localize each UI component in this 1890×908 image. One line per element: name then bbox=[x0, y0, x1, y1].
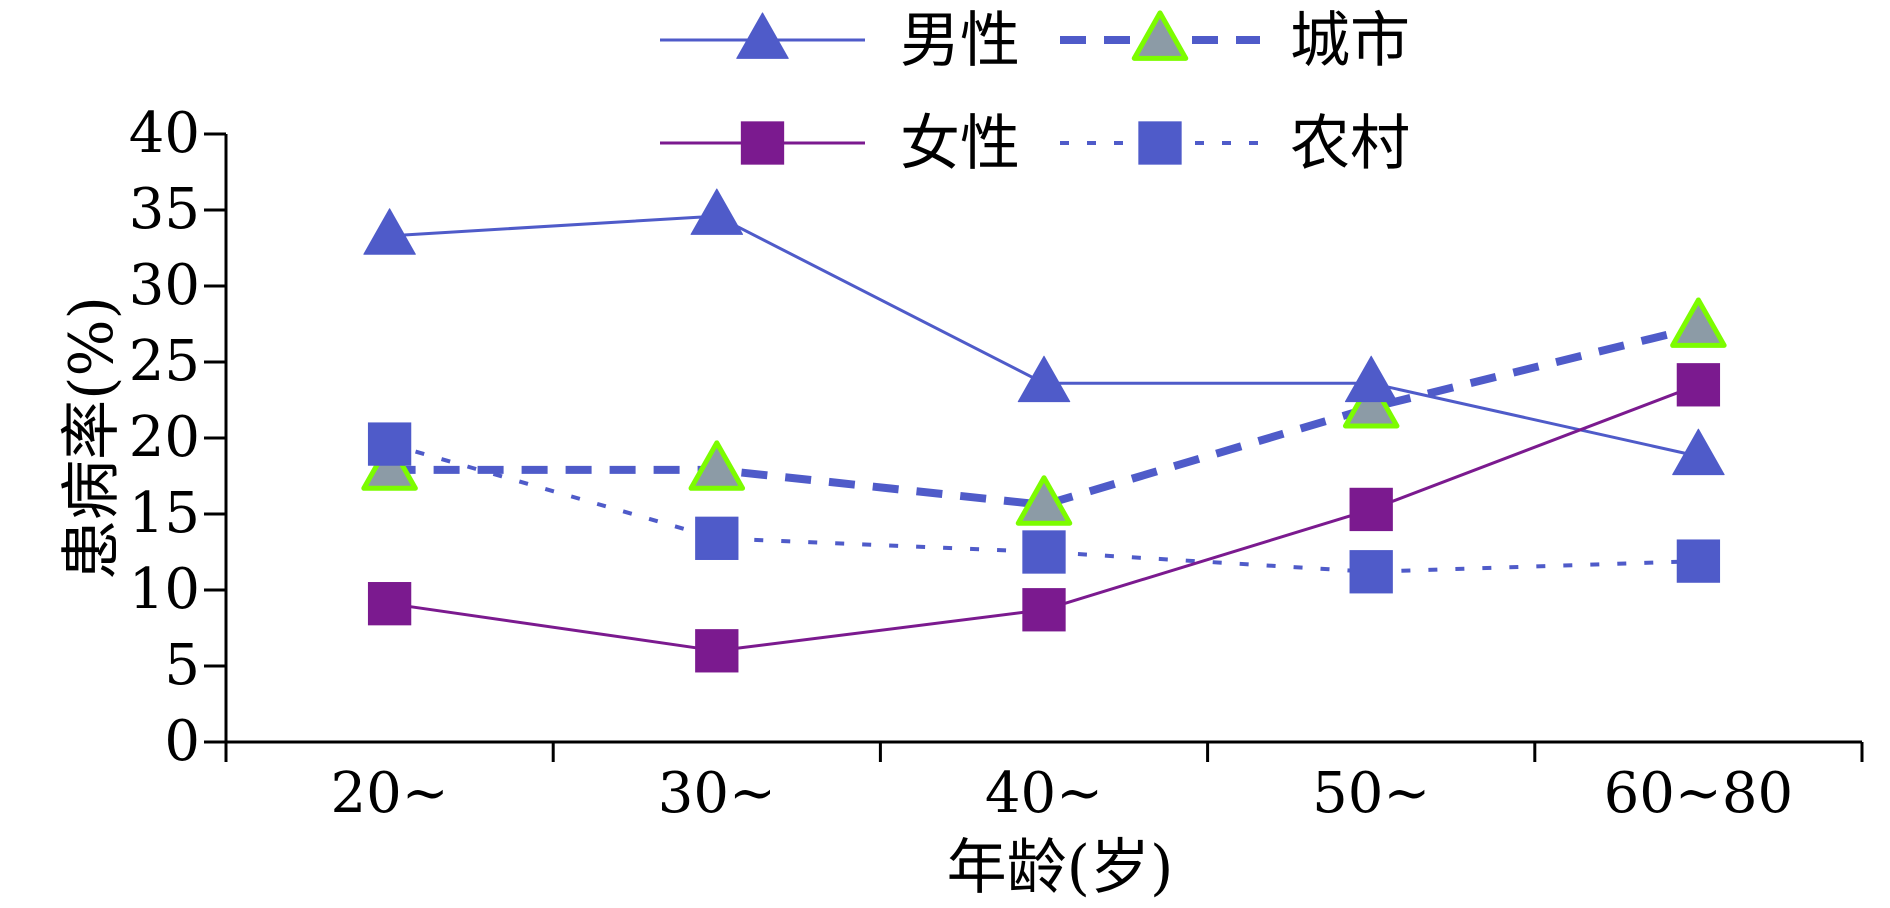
data-point bbox=[695, 516, 739, 560]
series-4 bbox=[367, 422, 1721, 594]
data-point bbox=[690, 188, 744, 235]
y-tick-label: 10 bbox=[129, 557, 200, 622]
data-point bbox=[1670, 297, 1727, 348]
x-tick-label: 50~ bbox=[1312, 761, 1430, 826]
legend-label: 男性 bbox=[900, 6, 1020, 76]
data-point bbox=[1349, 550, 1393, 594]
series-3 bbox=[367, 363, 1721, 673]
legend-item: 女性 bbox=[660, 109, 1020, 179]
legend-marker bbox=[740, 121, 785, 165]
chart-axes: 0 5 10 15 20 25 30 35 40 20~ 30~ 40~ 50~ 60~80 bbox=[129, 101, 1864, 826]
data-point bbox=[1672, 428, 1725, 476]
x-tick-label: 30~ bbox=[658, 761, 776, 826]
legend-marker bbox=[1131, 10, 1189, 61]
series-2 bbox=[361, 297, 1727, 526]
data-point bbox=[1342, 378, 1400, 429]
y-axis-title: 患病率(%) bbox=[57, 296, 127, 580]
legend-label: 城市 bbox=[1290, 6, 1410, 76]
data-point bbox=[367, 422, 412, 466]
y-tick-label: 35 bbox=[129, 177, 200, 242]
y-tick-label: 5 bbox=[164, 633, 200, 698]
x-axis-title: 年龄(岁) bbox=[947, 833, 1174, 903]
data-point bbox=[1349, 487, 1393, 532]
y-tick-label: 25 bbox=[129, 329, 200, 394]
x-tick-label: 60~80 bbox=[1604, 761, 1793, 826]
data-point bbox=[363, 208, 416, 255]
data-point bbox=[1022, 530, 1066, 574]
y-tick-label: 30 bbox=[129, 253, 200, 318]
legend-item: 城市 bbox=[1060, 6, 1410, 76]
data-point bbox=[1676, 539, 1721, 583]
y-tick-label: 15 bbox=[129, 481, 200, 546]
y-tick-label: 40 bbox=[129, 101, 200, 166]
data-point bbox=[1015, 475, 1073, 526]
legend-marker bbox=[736, 12, 789, 59]
series-1 bbox=[363, 188, 1725, 476]
data-point bbox=[367, 582, 412, 626]
legend-item: 农村 bbox=[1060, 109, 1410, 179]
data-point bbox=[688, 440, 746, 491]
data-point bbox=[1022, 588, 1066, 632]
legend-marker bbox=[1138, 121, 1182, 165]
data-point bbox=[1676, 363, 1721, 407]
legend-label: 女性 bbox=[900, 109, 1020, 179]
data-point bbox=[1017, 355, 1071, 403]
legend-label: 农村 bbox=[1290, 109, 1410, 179]
series-line bbox=[389, 214, 1699, 458]
y-tick-label: 0 bbox=[164, 709, 200, 774]
y-tick-label: 20 bbox=[129, 405, 200, 470]
data-point bbox=[1344, 355, 1398, 403]
x-tick-label: 40~ bbox=[985, 761, 1103, 826]
series-line bbox=[389, 323, 1700, 509]
x-tick-label: 20~ bbox=[331, 761, 449, 826]
chart-series bbox=[361, 188, 1727, 673]
legend-item: 男性 bbox=[660, 6, 1020, 76]
data-point bbox=[695, 629, 739, 673]
